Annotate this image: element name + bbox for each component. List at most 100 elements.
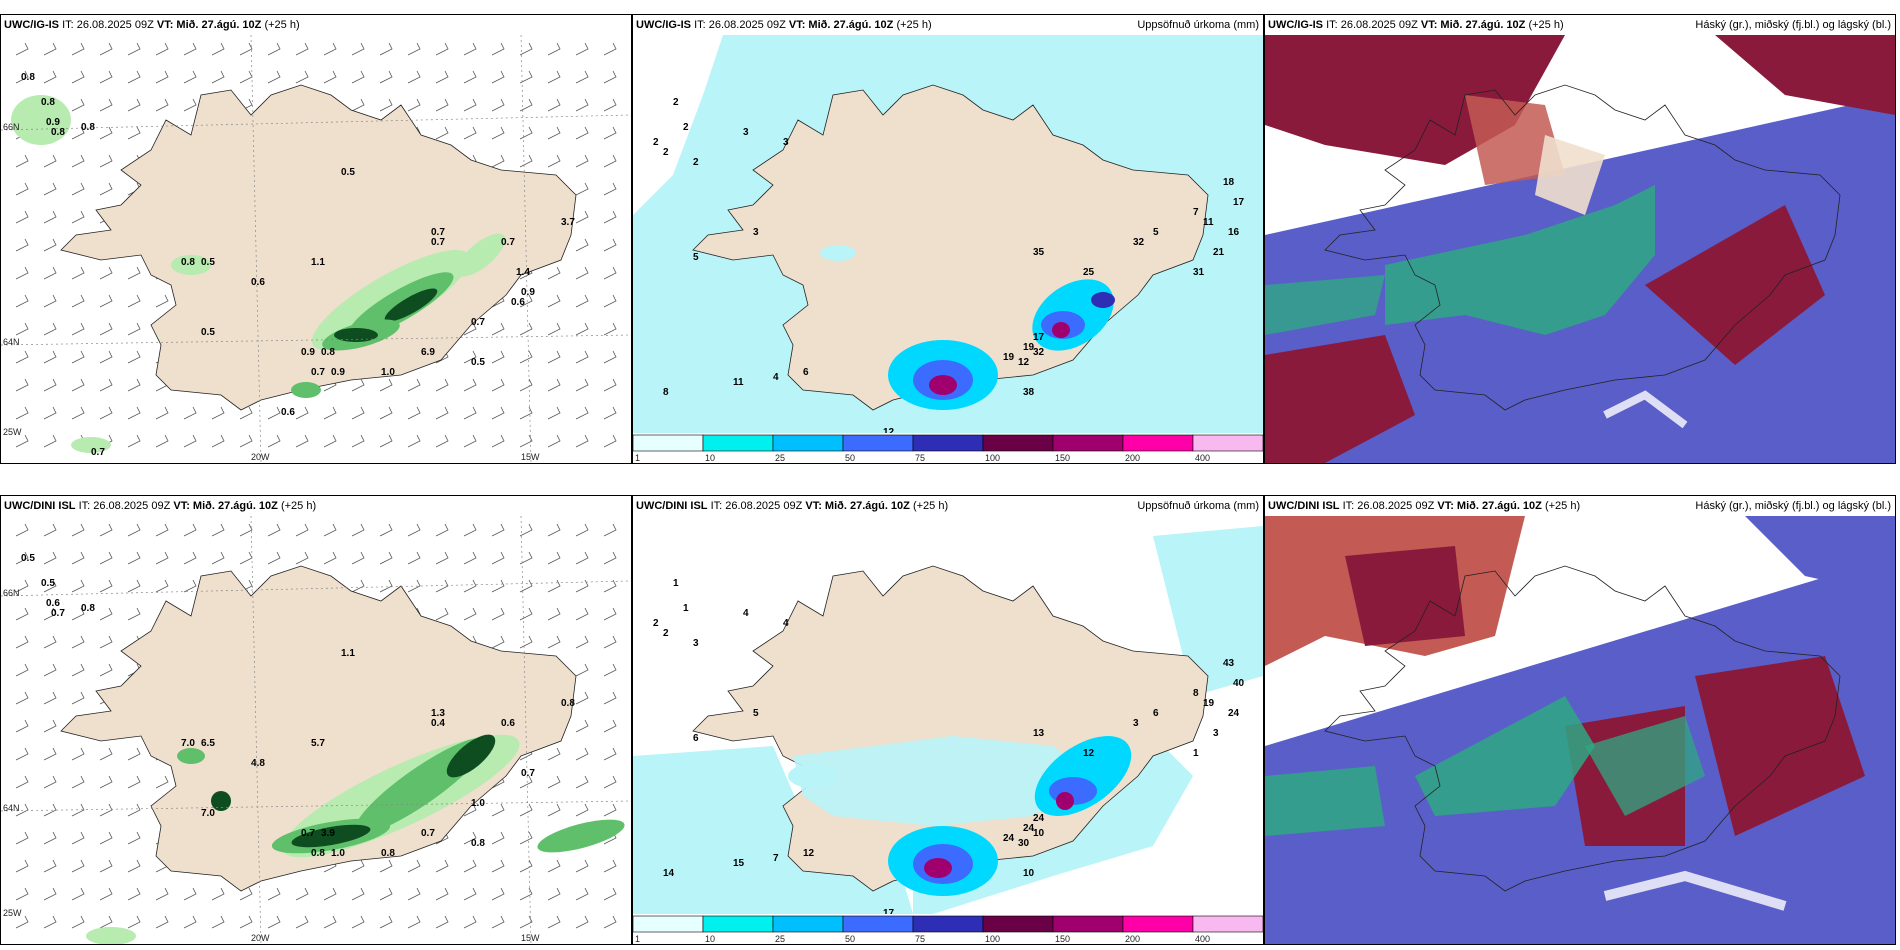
colorbar-swatch xyxy=(1052,915,1124,933)
wind-barb xyxy=(43,831,57,845)
map-area[interactable] xyxy=(1265,35,1895,463)
value-label: 6.5 xyxy=(201,738,215,749)
precip-areas xyxy=(11,95,506,453)
wind-barb xyxy=(183,523,197,537)
wind-barb xyxy=(99,887,113,901)
wind-barb xyxy=(15,747,29,761)
wind-barb xyxy=(183,434,197,448)
wind-barb xyxy=(43,579,57,593)
model-name: UWC/DINI ISL xyxy=(636,500,708,512)
map-area[interactable]: 1 1 2 2 3 4 4 5 6 7 12 14 15 17 24 24 30 24 10 10 13 12 3 6 8 19 2… xyxy=(633,516,1263,914)
value-label: 2 xyxy=(663,147,669,158)
wind-barb xyxy=(547,406,561,420)
wind-barb xyxy=(267,434,281,448)
value-label: 4 xyxy=(783,618,789,629)
wind-barb xyxy=(547,551,561,565)
wind-barb xyxy=(239,887,253,901)
wind-barb xyxy=(575,859,589,873)
map-area[interactable]: 0.8 0.8 0.9 0.8 0.8 0.5 0.7 0.7 0.8 0.5 0.6 1.1 0.5 0… xyxy=(1,35,631,463)
value-label: 15 xyxy=(733,858,745,869)
wind-barb xyxy=(575,551,589,565)
wind-barb xyxy=(15,350,29,364)
wind-barb xyxy=(575,747,589,761)
wind-barb xyxy=(211,70,225,84)
value-label: 0.6 xyxy=(501,718,515,729)
value-label: 2 xyxy=(653,137,659,148)
wind-barb xyxy=(519,406,533,420)
wind-barb xyxy=(491,154,505,168)
lead-time: (+25 h) xyxy=(264,19,300,31)
wind-barb xyxy=(519,523,533,537)
wind-barb xyxy=(351,523,365,537)
wind-barb xyxy=(435,607,449,621)
lead-time: (+25 h) xyxy=(1544,500,1581,512)
value-label: 0.8 xyxy=(561,698,575,709)
wind-barb xyxy=(435,378,449,392)
value-label: 1 xyxy=(683,603,689,614)
wind-barb xyxy=(43,322,57,336)
wind-barb xyxy=(43,154,57,168)
wind-barb xyxy=(407,434,421,448)
wind-barb xyxy=(127,294,141,308)
wind-barb xyxy=(99,350,113,364)
panel-header: UWC/DINI ISL IT: 26.08.2025 09Z VT: Mið.… xyxy=(633,496,1263,516)
wind-barb xyxy=(267,915,281,929)
valid-time: Mið. 27.ágú. 10Z xyxy=(824,500,910,512)
value-label: 5 xyxy=(753,708,759,719)
colorbar-swatch xyxy=(912,915,984,933)
wind-barb xyxy=(575,210,589,224)
colorbar-swatch xyxy=(633,434,704,452)
wind-barb xyxy=(519,915,533,929)
wind-barb xyxy=(183,887,197,901)
wind-barb xyxy=(99,98,113,112)
wind-barb xyxy=(463,406,477,420)
wind-barb xyxy=(71,887,85,901)
wind-barb xyxy=(603,915,617,929)
wind-barb xyxy=(15,266,29,280)
wind-barb xyxy=(15,607,29,621)
wind-barb xyxy=(575,294,589,308)
wind-barb xyxy=(71,126,85,140)
colorbar-tick: 1 xyxy=(635,453,640,463)
panel-top-right: UWC/IG-IS IT: 26.08.2025 09Z VT: Mið. 27… xyxy=(1264,14,1896,464)
value-label: 0.7 xyxy=(301,828,315,839)
wind-barb xyxy=(575,434,589,448)
wind-barb xyxy=(547,294,561,308)
wind-barb xyxy=(463,98,477,112)
map-area[interactable]: 0.5 0.5 0.6 0.7 0.8 1.1 1.3 0.4 7.0 6.5 4.8 5.7 7.0 3… xyxy=(1,516,631,944)
wind-barb xyxy=(295,70,309,84)
lat-label-64n: 64N xyxy=(3,803,20,813)
wind-barb xyxy=(463,523,477,537)
value-label: 0.8 xyxy=(41,97,55,108)
colorbar-svg: 1 10 25 50 75 100 150 200 400 xyxy=(633,434,1263,463)
wind-barb xyxy=(463,887,477,901)
wind-barb xyxy=(127,322,141,336)
map-area[interactable] xyxy=(1265,516,1895,944)
wind-barb xyxy=(407,551,421,565)
value-label: 2 xyxy=(693,157,699,168)
wind-barb xyxy=(43,406,57,420)
value-label: 0.6 xyxy=(46,598,60,609)
wind-barb xyxy=(603,42,617,56)
wind-barb xyxy=(127,98,141,112)
value-label: 7 xyxy=(1193,207,1199,218)
value-label: 1.0 xyxy=(471,798,485,809)
map-area[interactable]: 2 2 2 2 2 3 3 3 5 4 6 8 11 12 17 19 12 19 32 38 35 25 32 5 7 11 16… xyxy=(633,35,1263,433)
value-label: 0.6 xyxy=(511,297,525,308)
wind-barb xyxy=(155,294,169,308)
value-label: 19 xyxy=(1203,698,1215,709)
wind-barb xyxy=(15,859,29,873)
wind-barb xyxy=(43,182,57,196)
wind-barb xyxy=(603,719,617,733)
value-label: 5 xyxy=(1153,227,1159,238)
wind-barb xyxy=(603,635,617,649)
wind-barb xyxy=(603,378,617,392)
wind-barb xyxy=(575,154,589,168)
wind-barb xyxy=(463,126,477,140)
value-label: 25 xyxy=(1083,267,1095,278)
value-label: 7 xyxy=(773,853,779,864)
wind-barb xyxy=(407,859,421,873)
value-label: 0.6 xyxy=(281,407,295,418)
value-label: 0.9 xyxy=(521,287,535,298)
wind-barb xyxy=(379,98,393,112)
